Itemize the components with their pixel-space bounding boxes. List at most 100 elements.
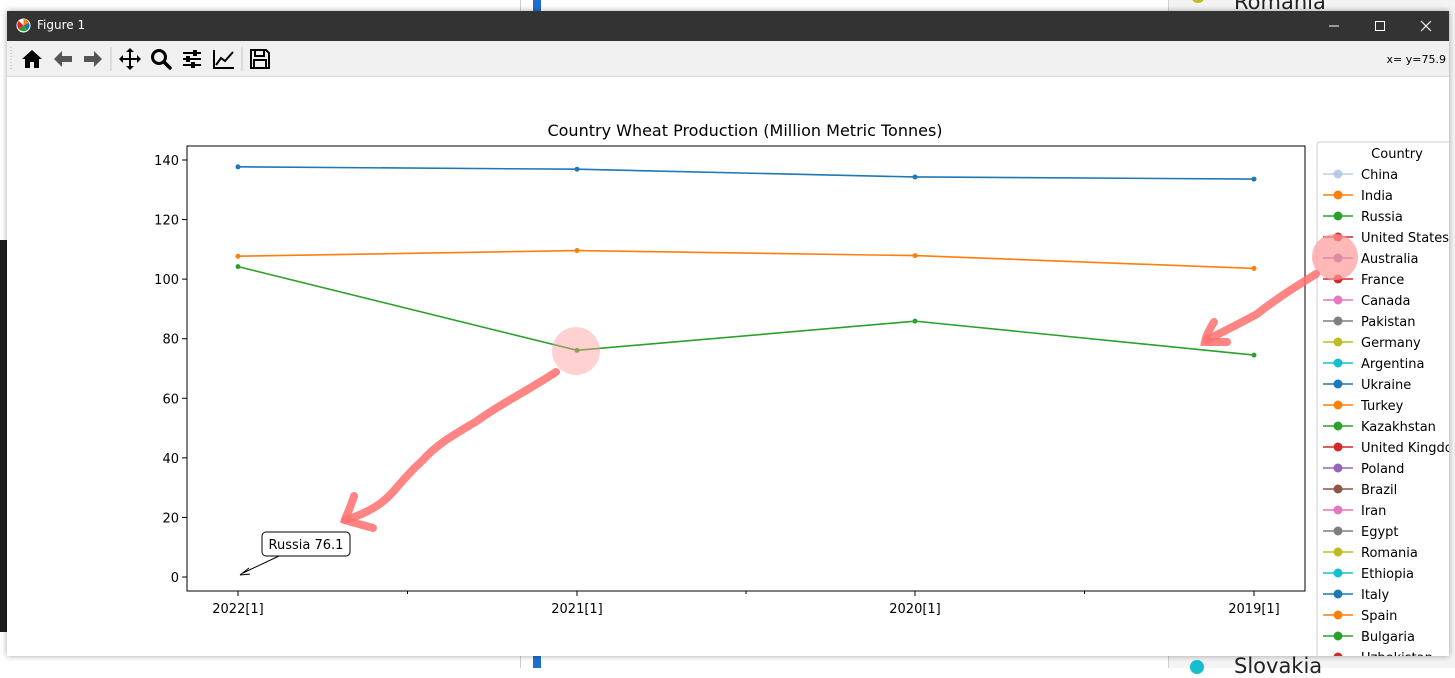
legend-entry[interactable]: China bbox=[1323, 168, 1398, 183]
legend-label: Argentina bbox=[1361, 357, 1424, 372]
legend-marker bbox=[1333, 211, 1343, 221]
home-button[interactable] bbox=[19, 46, 45, 72]
legend-entry[interactable]: Bulgaria bbox=[1323, 630, 1415, 645]
data-point bbox=[574, 166, 580, 172]
legend-label: Romania bbox=[1361, 546, 1418, 561]
series-line-india bbox=[237, 249, 1255, 270]
y-tick-label: 100 bbox=[154, 273, 179, 288]
legend-marker bbox=[1333, 463, 1343, 473]
legend-label: Brazil bbox=[1361, 483, 1397, 498]
annotation-box bbox=[261, 531, 351, 557]
zoom-button[interactable] bbox=[148, 46, 174, 72]
legend-entry[interactable]: Iran bbox=[1323, 504, 1386, 519]
legend-entry[interactable]: Spain bbox=[1323, 609, 1397, 624]
background-legend-text-top: Romania bbox=[1234, 0, 1326, 14]
x-tick-label: 2019[1] bbox=[1228, 602, 1280, 617]
maximize-button[interactable] bbox=[1357, 11, 1403, 41]
legend-label: Australia bbox=[1361, 252, 1419, 267]
annotation: Russia 76.1 bbox=[239, 531, 351, 576]
x-tick-label: 2021[1] bbox=[551, 602, 603, 617]
pan-button[interactable] bbox=[117, 46, 143, 72]
legend-entry[interactable]: Canada bbox=[1323, 294, 1410, 309]
x-axis: 2022[1] 2021[1] 2020[1] 2019[1] bbox=[212, 591, 1280, 617]
configure-subplots-icon bbox=[183, 50, 201, 68]
legend-marker bbox=[1333, 652, 1343, 656]
legend-label: United Kingdom bbox=[1361, 441, 1449, 456]
background-scroll-marker bbox=[533, 0, 541, 14]
legend-label: Bulgaria bbox=[1361, 630, 1415, 645]
save-icon bbox=[250, 49, 270, 69]
back-button[interactable] bbox=[50, 46, 76, 72]
toolbar-grip bbox=[10, 47, 12, 71]
legend-marker bbox=[1333, 400, 1343, 410]
legend-entry[interactable]: Romania bbox=[1323, 546, 1418, 561]
pen-arrow-left bbox=[341, 368, 560, 524]
legend-marker bbox=[1333, 442, 1343, 452]
legend-marker bbox=[1333, 379, 1343, 389]
legend-marker bbox=[1333, 568, 1343, 578]
legend-label: Egypt bbox=[1361, 525, 1399, 540]
legend-entry[interactable]: Poland bbox=[1323, 462, 1404, 477]
legend-marker bbox=[1333, 421, 1343, 431]
y-tick-label: 40 bbox=[162, 452, 179, 467]
data-point bbox=[1251, 176, 1257, 182]
legend-marker bbox=[1333, 505, 1343, 515]
data-point bbox=[912, 318, 918, 324]
legend-entry[interactable]: Ethiopia bbox=[1323, 567, 1414, 582]
legend-entry[interactable]: Germany bbox=[1323, 336, 1421, 351]
legend-entry[interactable]: India bbox=[1323, 189, 1393, 204]
forward-button[interactable] bbox=[80, 46, 106, 72]
x-tick-label: 2020[1] bbox=[889, 602, 941, 617]
legend-label: China bbox=[1361, 168, 1398, 183]
legend[interactable]: Country China India Russia United States Aus… bbox=[1316, 141, 1449, 656]
configure-subplots-button[interactable] bbox=[179, 46, 205, 72]
legend-entry[interactable]: Uzbekistan bbox=[1323, 651, 1433, 656]
legend-marker bbox=[1333, 169, 1343, 179]
legend-entry[interactable]: Italy bbox=[1323, 588, 1390, 603]
save-button[interactable] bbox=[247, 46, 273, 72]
pen-arrowhead-left bbox=[339, 492, 377, 532]
legend-entry[interactable]: Ukraine bbox=[1323, 378, 1411, 393]
legend-entry[interactable]: Brazil bbox=[1323, 483, 1397, 498]
legend-entry[interactable]: Egypt bbox=[1323, 525, 1399, 540]
plot-area[interactable] bbox=[186, 145, 1306, 592]
legend-label: Turkey bbox=[1360, 399, 1404, 414]
legend-marker bbox=[1333, 631, 1343, 641]
y-tick-label: 120 bbox=[154, 214, 179, 229]
y-tick-label: 20 bbox=[162, 511, 179, 526]
legend-entry[interactable]: Pakistan bbox=[1323, 315, 1415, 330]
minimize-icon bbox=[1329, 25, 1339, 27]
data-point bbox=[574, 248, 580, 254]
close-button[interactable] bbox=[1403, 11, 1449, 41]
background-legend-text-bottom: Slovakia bbox=[1234, 654, 1323, 678]
title-bar[interactable]: Figure 1 bbox=[7, 11, 1449, 41]
legend-marker bbox=[1333, 547, 1343, 557]
y-axis: 0 20 40 60 80 100 120 140 bbox=[154, 154, 187, 586]
data-point bbox=[1251, 352, 1257, 358]
legend-label: Spain bbox=[1361, 609, 1397, 624]
figure-window: Figure 1 bbox=[7, 11, 1449, 656]
annotation-label: Russia 76.1 bbox=[269, 538, 344, 553]
legend-entry[interactable]: United Kingdom bbox=[1323, 441, 1449, 456]
legend-entry[interactable]: Argentina bbox=[1323, 357, 1424, 372]
legend-entry[interactable]: Russia bbox=[1323, 210, 1403, 225]
edit-axis-button[interactable] bbox=[211, 46, 237, 72]
background-legend-marker bbox=[1192, 0, 1204, 3]
close-icon bbox=[1420, 20, 1432, 32]
annotation-arrowhead bbox=[239, 567, 251, 576]
background-legend-marker-bottom bbox=[1190, 660, 1204, 674]
legend-marker bbox=[1333, 610, 1343, 620]
back-arrow-icon bbox=[54, 51, 72, 67]
toolbar-separator bbox=[110, 47, 112, 71]
minimize-button[interactable] bbox=[1311, 11, 1357, 41]
legend-entry[interactable]: Turkey bbox=[1323, 399, 1404, 414]
series-line-russia bbox=[237, 265, 1255, 356]
highlight-circle bbox=[552, 327, 600, 375]
legend-marker bbox=[1333, 358, 1343, 368]
maximize-icon bbox=[1375, 21, 1385, 31]
background-scroll-marker-bottom bbox=[533, 655, 541, 668]
home-icon bbox=[22, 50, 42, 68]
window-title: Figure 1 bbox=[37, 18, 86, 32]
legend-entry[interactable]: Kazakhstan bbox=[1323, 420, 1436, 435]
figure-canvas[interactable]: Country Wheat Production (Million Metric… bbox=[7, 76, 1449, 656]
